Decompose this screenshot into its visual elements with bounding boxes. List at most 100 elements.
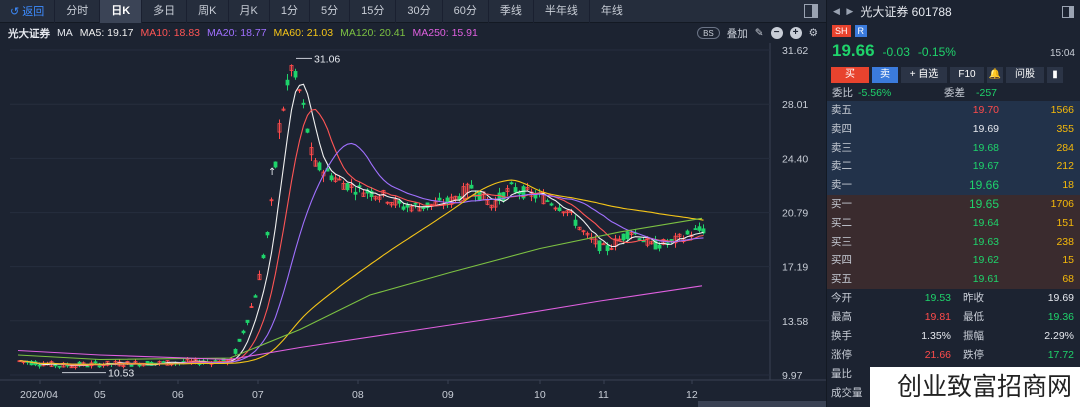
candle-body	[649, 241, 654, 245]
add-watchlist-button[interactable]: + 自选	[901, 67, 947, 83]
candle-body	[265, 232, 270, 236]
ma250-line	[17, 285, 703, 361]
pencil-icon[interactable]: ✎	[754, 27, 764, 39]
period-tab[interactable]: 分时	[54, 0, 99, 23]
ask-stock-button[interactable]: 问股	[1006, 67, 1044, 83]
candle-body	[337, 178, 342, 181]
back-button[interactable]: ↺ 返回	[0, 0, 54, 23]
bs-toggle[interactable]: BS	[697, 27, 720, 39]
stat-value: 2.29%	[1044, 329, 1074, 342]
period-tab[interactable]: 周K	[186, 0, 227, 23]
candle-body	[349, 184, 354, 188]
period-tab[interactable]: 60分	[441, 0, 488, 23]
stat-value: 21.66	[924, 348, 951, 361]
toggle-panel-icon[interactable]	[804, 4, 818, 18]
x-tick-label: 09	[442, 389, 454, 401]
candle-body	[121, 365, 126, 368]
candle-body	[313, 160, 318, 167]
candle-body	[673, 235, 678, 244]
bid-row[interactable]: 买二 19.64 151	[827, 214, 1080, 233]
kline-chart[interactable]: 31.62 28.01 24.40 20.79 17.19 13.58 9.97 2020/0…	[0, 43, 826, 407]
period-tab[interactable]: 日K	[99, 0, 142, 23]
ask-row[interactable]: 卖三 19.68 284	[827, 139, 1080, 158]
bell-icon[interactable]: 🔔	[987, 67, 1003, 83]
candle-body	[437, 197, 442, 201]
candle-body	[593, 238, 598, 245]
stat-row: 量比	[827, 365, 1080, 384]
bid-row[interactable]: 买五 19.61 68	[827, 270, 1080, 289]
period-tab[interactable]: 季线	[487, 0, 533, 23]
period-tab[interactable]: 15分	[349, 0, 395, 23]
period-toolbar: ↺ 返回 分时 日K 多日 周K 月K 1分 5分 15分 30分 60分 季线 半年线 年线	[0, 0, 826, 23]
ask-row[interactable]: 卖一 19.66 18	[827, 176, 1080, 195]
watermark-bg	[870, 367, 1080, 407]
scrollbar-thumb[interactable]	[698, 401, 826, 407]
level-label: 买五	[831, 273, 852, 286]
prev-next-arrows-icon[interactable]: ◀ ▶	[833, 6, 856, 16]
ask-row[interactable]: 卖二 19.67 212	[827, 157, 1080, 176]
candle-body	[581, 230, 586, 233]
f10-button[interactable]: F10	[950, 67, 984, 83]
x-tick-label: 12	[686, 389, 698, 401]
candle-body	[553, 207, 558, 210]
ma-label[interactable]: MA	[57, 27, 73, 39]
candle-body	[533, 194, 538, 199]
candle-body	[625, 231, 630, 240]
ma20-value: MA20: 18.77	[207, 27, 267, 39]
chart-background	[0, 43, 826, 407]
period-tab[interactable]: 半年线	[532, 0, 589, 23]
candle-body	[557, 207, 562, 211]
candle-body	[645, 237, 650, 246]
candle-body	[345, 183, 350, 191]
candle-body	[545, 200, 550, 203]
candle-body	[317, 162, 322, 171]
period-tab[interactable]: 5分	[308, 0, 349, 23]
sell-button[interactable]: 卖	[872, 67, 898, 83]
bid-row[interactable]: 买三 19.63 238	[827, 233, 1080, 252]
candle-body	[489, 204, 494, 209]
ask-row[interactable]: 卖四 19.69 355	[827, 120, 1080, 139]
plus-icon[interactable]: +	[789, 27, 802, 39]
candle-body	[53, 364, 58, 367]
period-tab[interactable]: 年线	[588, 0, 634, 23]
candle-body	[597, 240, 602, 252]
toggle-panel-icon[interactable]	[1062, 5, 1074, 18]
period-tab[interactable]: 30分	[395, 0, 441, 23]
level-volume: 1566	[1050, 104, 1074, 116]
candle-body	[297, 89, 302, 92]
candle-body	[453, 195, 458, 201]
period-tab[interactable]: 1分	[268, 0, 309, 23]
bid-row[interactable]: 买一 19.65 1706	[827, 195, 1080, 214]
stat-key: 振幅	[963, 329, 984, 342]
candle-body	[357, 185, 362, 188]
level-price: 19.62	[972, 254, 999, 267]
candle-body	[601, 243, 606, 246]
settings-gear-icon[interactable]: ⚙	[808, 27, 818, 39]
stock-title: 光大证券 601788	[860, 5, 952, 19]
candle-body	[485, 200, 490, 205]
level-volume: 151	[1056, 216, 1074, 229]
candle-body	[257, 273, 262, 281]
bid-row[interactable]: 买四 19.62 15	[827, 251, 1080, 270]
candle-body	[413, 202, 418, 205]
period-tab[interactable]: 月K	[227, 0, 269, 23]
buy-button[interactable]: 买	[831, 67, 869, 83]
candle-body	[85, 365, 90, 368]
stat-key: 最高	[831, 310, 852, 323]
candle-body	[389, 202, 394, 206]
candle-body	[693, 228, 698, 230]
candle-body	[341, 182, 346, 190]
ma120-value: MA120: 20.41	[340, 27, 406, 39]
minus-icon[interactable]: −	[770, 27, 783, 39]
more-icon[interactable]: ▮	[1047, 67, 1063, 83]
ask-book: 卖五 19.70 1566 卖四 19.69 355 卖三 19.68 284 卖二 19.67 21…	[827, 101, 1080, 195]
period-tab[interactable]: 多日	[141, 0, 186, 23]
stat-key: 成交量	[831, 386, 863, 399]
ask-row[interactable]: 卖五 19.70 1566	[827, 101, 1080, 120]
candle-body	[289, 65, 294, 71]
overlay-button[interactable]: 叠加	[726, 27, 748, 40]
candle-body	[629, 232, 634, 235]
candle-body	[377, 196, 382, 200]
candle-body	[245, 319, 250, 323]
x-tick-label: 11	[598, 389, 609, 401]
